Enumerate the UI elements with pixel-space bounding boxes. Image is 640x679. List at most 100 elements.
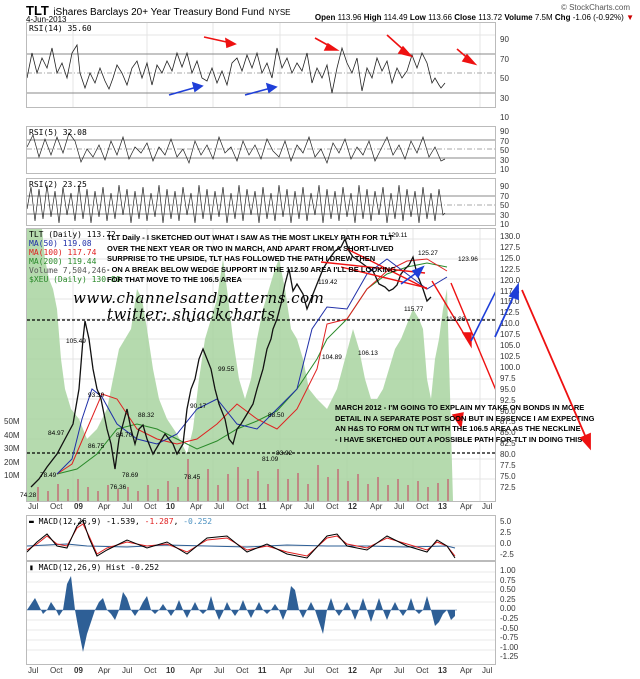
price-label: 113.86 [446, 316, 466, 323]
x-tick: Apr [280, 666, 293, 675]
price-label: 129.11 [388, 232, 408, 239]
rsi5-legend: RSI(5) 32.08 [29, 128, 87, 137]
low-value: 113.66 [428, 13, 452, 22]
down-triangle-icon: ▼ [626, 13, 634, 22]
x-tick: 11 [258, 666, 267, 675]
tick: 10M [4, 471, 20, 480]
macd-plot [27, 519, 495, 559]
tick: 72.5 [500, 482, 516, 492]
price-label: 123.96 [458, 256, 478, 263]
tick: 0.00 [500, 604, 516, 614]
tick: -1.00 [500, 642, 519, 652]
tick: 90 [500, 182, 509, 191]
x-tick: Apr [98, 666, 111, 675]
price-label: 90.17 [190, 403, 207, 410]
x-tick: Oct [236, 666, 249, 675]
close-label: Close [454, 13, 476, 22]
macd-axis: 5.0 2.5 0.0 -2.5 [500, 516, 514, 560]
tick: 100.0 [500, 362, 521, 372]
tick: -0.75 [500, 633, 519, 643]
tick: 50 [500, 74, 509, 83]
tick: 90.0 [500, 406, 516, 416]
x-tick: 10 [166, 666, 175, 675]
x-tick: Oct [416, 502, 429, 511]
chg-label: Chg [554, 13, 571, 22]
macd-hist-value: -0.252 [183, 517, 213, 526]
macd-label: MACD(12,26,9) [38, 517, 102, 526]
x-tick: Apr [460, 502, 473, 511]
x-tick: 12 [348, 502, 357, 511]
x-tick: 09 [74, 502, 83, 511]
rsi14-panel: RSI(14) 35.60 [26, 22, 496, 108]
x-tick: Oct [50, 502, 63, 511]
x-tick: Jul [28, 666, 39, 675]
hist-plot [27, 571, 495, 652]
price-label: 115.77 [404, 306, 424, 313]
annotation-line: - I HAVE SKETCHED OUT A POSSIBLE PATH FO… [335, 434, 583, 444]
price-label: 83.92 [276, 450, 293, 457]
price-label: 106.13 [358, 350, 378, 357]
annotation-bottom: MARCH 2012 - I'M GOING TO EXPLAIN MY TAK… [335, 403, 594, 445]
x-tick: Jul [122, 666, 133, 675]
tick: 30 [500, 155, 509, 165]
rsi2-axis: 90 70 50 30 10 [500, 182, 509, 230]
quote-bar: Open 113.96 High 114.49 Low 113.66 Close… [315, 13, 634, 22]
x-tick: Oct [236, 502, 249, 511]
open-value: 113.96 [337, 13, 362, 22]
tick: 95.0 [500, 384, 516, 394]
rsi2-plot [27, 184, 495, 224]
tick: 80.0 [500, 450, 516, 460]
x-tick: Jul [214, 666, 225, 675]
tick: 50 [500, 201, 509, 210]
annotation-line: TLT Daily - I SKETCHED OUT WHAT I SAW AS… [107, 233, 394, 242]
price-label: 78.49 [40, 472, 57, 479]
tick: 70 [500, 136, 509, 146]
x-tick: Oct [144, 666, 157, 675]
x-tick: Oct [416, 666, 429, 675]
tick: -1.25 [500, 652, 519, 662]
hist-label: MACD(12,26,9) Hist -0.252 [38, 563, 160, 572]
rsi14-legend: RSI(14) 35.60 [29, 24, 92, 33]
price-label: 125.27 [418, 250, 438, 257]
exchange: NYSE [268, 8, 291, 17]
price-label: 105.49 [66, 338, 86, 345]
rsi5-panel: RSI(5) 32.08 [26, 126, 496, 174]
tick: 0.0 [500, 539, 512, 548]
close-value: 113.72 [478, 13, 503, 22]
tick: 10 [500, 165, 509, 174]
price-label: 88.50 [268, 412, 285, 419]
x-tick: Apr [460, 666, 473, 675]
x-tick: Jul [482, 666, 493, 675]
tick: 10 [500, 113, 509, 122]
annotation-line: FOR THAT MOVE TO THE 106.5 AREA [107, 275, 242, 284]
chart-date: 4-Jun-2013 [26, 15, 67, 24]
price-label: 93.39 [88, 392, 105, 399]
x-tick: Apr [370, 666, 383, 675]
x-tick: Apr [190, 666, 203, 675]
volume-value: 7.5M [534, 13, 553, 22]
price-panel: TLT (Daily) 113.72 MA(50) 119.08 MA(100)… [26, 228, 594, 502]
x-tick: Apr [280, 502, 293, 511]
x-tick: Jul [214, 502, 225, 511]
x-tick: Oct [50, 666, 63, 675]
volume-axis: 50M 40M 30M 20M 10M [4, 415, 20, 483]
x-tick: 09 [74, 666, 83, 675]
tick: 2.5 [500, 528, 512, 537]
price-axis: 130.0 127.5 125.0 122.5 120.0 117.5 115.0 112.5… [500, 232, 520, 494]
price-label: 104.89 [322, 354, 342, 361]
copyright: © StockCharts.com [560, 3, 630, 12]
tick: 120.0 [500, 275, 521, 285]
tick: 30 [500, 93, 509, 103]
price-label: 84.70 [116, 432, 133, 439]
rsi5-plot [27, 132, 495, 165]
legend-xeu: $XEU (Daily) 130.80 [29, 275, 121, 284]
tick: 117.5 [500, 286, 520, 296]
macd-hist-panel: ▮ MACD(12,26,9) Hist -0.252 [26, 561, 496, 665]
price-label: 88.32 [138, 412, 155, 419]
x-tick: Apr [370, 502, 383, 511]
x-tick: 11 [258, 502, 267, 511]
annotation-line: MARCH 2012 - I'M GOING TO EXPLAIN MY TAK… [335, 403, 585, 412]
annotation-top: TLT Daily - I SKETCHED OUT WHAT I SAW AS… [107, 233, 396, 286]
high-label: High [363, 13, 382, 22]
x-tick: Jul [394, 666, 405, 675]
